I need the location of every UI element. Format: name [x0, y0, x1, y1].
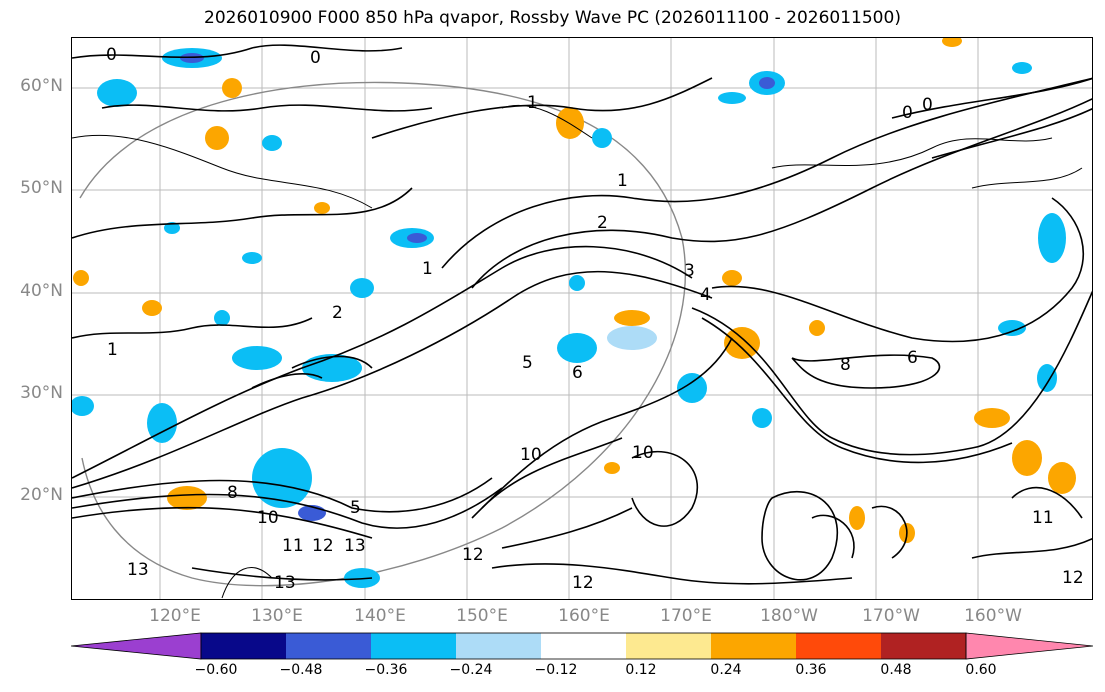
colorbar-segment: [711, 633, 796, 659]
contour-label: 8: [227, 483, 238, 503]
contour-label: 1: [527, 93, 538, 113]
colorbar-tick: 0.24: [710, 662, 742, 678]
colorbar-tick: 0.48: [880, 662, 912, 678]
contour-label: 2: [332, 303, 343, 323]
colorbar-segment: [456, 633, 541, 659]
colorbar-tick: −0.60: [194, 662, 238, 678]
contour-label: 10: [520, 445, 542, 465]
contour-label: 13: [344, 536, 366, 556]
colorbar-segment: [371, 633, 456, 659]
colorbar-border: [200, 632, 967, 660]
colorbar-tick: 0.12: [625, 662, 657, 678]
colorbar-tick: −0.36: [364, 662, 408, 678]
contour-label: 5: [522, 353, 533, 373]
lat-label: 20°N: [20, 485, 63, 505]
contour-label: 12: [312, 536, 334, 556]
colorbar-segment: [626, 633, 711, 659]
colorbar-tick: 0.60: [965, 662, 997, 678]
contour-label: 8: [840, 355, 851, 375]
map-svg: 0 0 0 0 1 1 1 1 2 2 3 4 5 5 6 6 8 8 10 1…: [72, 38, 1092, 599]
contour-lines: [72, 44, 1092, 585]
contour-label: 0: [106, 45, 117, 65]
contour-label: 1: [617, 171, 628, 191]
contour-label: 13: [127, 560, 149, 580]
colorbar-segment: [201, 633, 286, 659]
colorbar-svg: [70, 632, 1094, 660]
colorbar-extend-high: [965, 632, 1094, 660]
lon-label: 130°E: [251, 606, 303, 626]
colorbar-tick: −0.12: [534, 662, 578, 678]
contour-label: 12: [1062, 568, 1084, 588]
colorbar-segment: [286, 633, 371, 659]
contour-label: 1: [107, 340, 118, 360]
contour-label: 1: [422, 259, 433, 279]
colorbar: [70, 632, 1094, 660]
contour-label: 13: [274, 573, 296, 593]
colorbar-segment: [541, 633, 626, 659]
figure-title: 2026010900 F000 850 hPa qvapor, Rossby W…: [204, 8, 901, 28]
contour-label: 11: [282, 536, 304, 556]
colorbar-segments: [70, 632, 1094, 660]
reference-circle: [79, 81, 687, 587]
lon-label: 160°E: [558, 606, 610, 626]
contour-label: 4: [700, 285, 711, 305]
colorbar-tick: −0.48: [279, 662, 323, 678]
contour-label: 3: [684, 261, 695, 281]
negative-anomalies: [72, 48, 1066, 588]
contour-label: 0: [922, 95, 933, 115]
lat-label: 60°N: [20, 76, 63, 96]
contour-label: 5: [350, 498, 361, 518]
lat-label: 50°N: [20, 178, 63, 198]
contour-label: 2: [597, 213, 608, 233]
contour-label: 10: [632, 443, 654, 463]
contour-label: 6: [572, 363, 583, 383]
colorbar-segment: [796, 633, 881, 659]
lat-label: 40°N: [20, 281, 63, 301]
lon-label: 120°E: [149, 606, 201, 626]
colorbar-tick: 0.36: [795, 662, 827, 678]
lat-label: 30°N: [20, 383, 63, 403]
contour-label: 0: [902, 103, 913, 123]
map-panel: 0 0 0 0 1 1 1 1 2 2 3 4 5 5 6 6 8 8 10 1…: [71, 37, 1093, 600]
lon-label: 170°E: [660, 606, 712, 626]
colorbar-extend-low: [70, 632, 202, 660]
lon-label: 180°W: [760, 606, 818, 626]
colorbar-tick: −0.24: [449, 662, 493, 678]
contour-label: 0: [310, 48, 321, 68]
lon-label: 140°E: [354, 606, 406, 626]
contour-label: 12: [572, 573, 594, 593]
contour-label: 11: [1032, 508, 1054, 528]
contour-label: 12: [462, 545, 484, 565]
positive-anomalies: [73, 38, 1076, 543]
coastlines: [72, 104, 1083, 599]
lon-label: 150°E: [456, 606, 508, 626]
lon-label: 170°W: [862, 606, 920, 626]
colorbar-segment: [881, 633, 966, 659]
lon-label: 160°W: [964, 606, 1022, 626]
contour-label: 10: [257, 508, 279, 528]
contour-label-group: 0 0 0 0 1 1 1 1 2 2 3 4 5 5 6 6 8 8 10 1…: [106, 45, 1084, 593]
contour-label: 6: [907, 348, 918, 368]
